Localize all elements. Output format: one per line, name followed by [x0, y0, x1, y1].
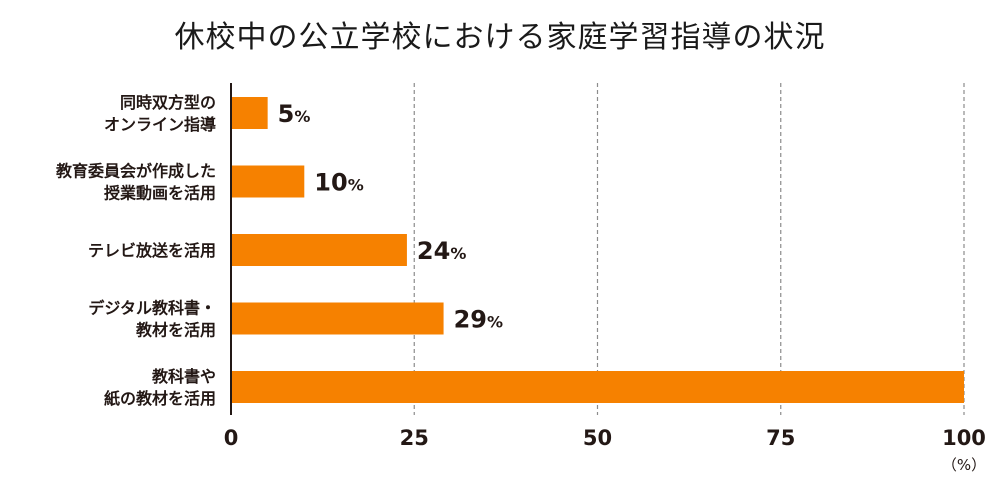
category-label-1-1: 授業動画を活用 [104, 184, 216, 203]
category-label-4-0: 教科書や [152, 367, 216, 386]
category-label-0-0: 同時双方型の [120, 93, 216, 112]
category-label-4-1: 紙の教材を活用 [104, 389, 216, 408]
bar-4 [231, 371, 964, 403]
x-unit-label: （%） [942, 456, 986, 474]
bar-2 [231, 234, 407, 266]
chart-title: 休校中の公立学校における家庭学習指導の状況 [174, 20, 826, 55]
value-labels: 5% 10% 24% 29% [278, 100, 503, 334]
value-label-1: 10% [314, 169, 363, 197]
value-label-3: 29% [454, 306, 503, 334]
tick-label-100: 100 [942, 426, 986, 450]
category-label-3-0: デジタル教科書・ [88, 299, 216, 318]
category-label-1-0: 教育委員会が作成した [56, 162, 216, 181]
tick-label-50: 50 [583, 426, 612, 450]
category-label-0-1: オンライン指導 [104, 115, 216, 134]
tick-label-25: 25 [400, 426, 429, 450]
bar-1 [231, 165, 305, 198]
value-label-0: 5% [278, 100, 311, 128]
tick-labels: 0 25 50 75 100 （%） [224, 426, 986, 474]
gridlines [413, 83, 965, 415]
category-labels: 同時双方型のオンライン指導教育委員会が作成した授業動画を活用テレビ放送を活用デジ… [56, 93, 216, 408]
category-label-2-0: テレビ放送を活用 [88, 241, 216, 260]
bar-3 [231, 302, 444, 335]
tick-label-75: 75 [766, 426, 795, 450]
value-label-2: 24% [417, 237, 466, 265]
bar-0 [231, 97, 268, 129]
bars [231, 97, 964, 403]
category-label-3-1: 教材を活用 [136, 321, 216, 340]
tick-label-0: 0 [224, 426, 239, 450]
